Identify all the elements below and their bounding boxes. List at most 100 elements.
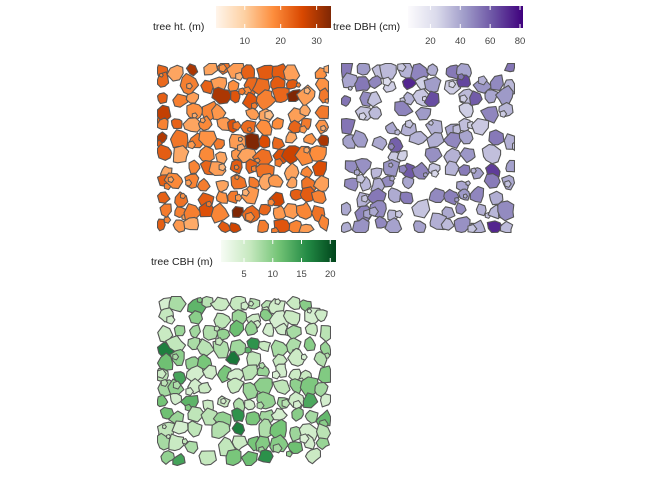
tree-crown-fragment bbox=[358, 112, 367, 121]
tree-crown bbox=[443, 131, 462, 149]
tree-crown-fragment bbox=[242, 188, 250, 197]
colorbar-tick-label: 30 bbox=[311, 36, 322, 47]
tree-crown-fragment bbox=[205, 200, 213, 208]
tree-crown bbox=[314, 309, 328, 323]
tree-crown-fragment bbox=[220, 397, 227, 405]
tree-crown bbox=[396, 150, 408, 162]
tree-crown bbox=[198, 381, 212, 394]
tree-crown-fragment bbox=[180, 192, 187, 200]
tree-crown-fragment bbox=[299, 125, 308, 134]
tree-crown-fragment bbox=[303, 86, 312, 95]
tree-crown bbox=[231, 205, 245, 219]
tree-crown-fragment bbox=[185, 179, 193, 187]
colorbar-svg bbox=[221, 240, 336, 262]
tree-crown bbox=[379, 63, 397, 80]
tree-crown bbox=[315, 437, 330, 450]
tree-crown-fragment bbox=[172, 380, 182, 390]
tree-crown bbox=[488, 129, 505, 146]
tree-crown bbox=[228, 222, 242, 233]
tree-crown bbox=[299, 104, 312, 117]
tree-crown bbox=[387, 187, 402, 204]
tree-crown bbox=[428, 187, 447, 203]
tree-crown bbox=[341, 95, 352, 107]
tree-crown-fragment bbox=[196, 296, 204, 304]
tree-crown bbox=[458, 102, 474, 119]
tree-crown bbox=[457, 164, 471, 176]
tree-crown bbox=[215, 190, 229, 204]
tree-crown bbox=[367, 75, 383, 90]
tree-crown bbox=[241, 364, 259, 381]
tree-crown bbox=[486, 220, 504, 233]
tree-crown bbox=[166, 64, 184, 82]
tree-crown bbox=[483, 173, 501, 189]
tree-crown bbox=[187, 406, 206, 423]
tree-crown bbox=[312, 174, 329, 193]
tree-crown bbox=[408, 130, 429, 146]
tree-crown bbox=[258, 418, 274, 439]
tree-crown bbox=[341, 201, 352, 216]
tree-crown-fragment bbox=[369, 206, 380, 217]
tree-crown bbox=[172, 453, 186, 466]
tree-crown-fragment bbox=[274, 158, 284, 168]
tree-crown bbox=[187, 420, 203, 438]
tree-crown-fragment bbox=[395, 209, 404, 219]
tree-crown bbox=[248, 176, 261, 190]
tree-crown bbox=[185, 63, 199, 77]
colorbar-tick-label: 20 bbox=[275, 36, 286, 47]
tree-crown-fragment bbox=[166, 433, 172, 440]
tree-crown bbox=[481, 143, 502, 165]
colorbar-tick-label: 10 bbox=[267, 269, 279, 280]
colorbar-tick-label: 20 bbox=[324, 269, 336, 280]
colorbar-tick-label: 60 bbox=[484, 36, 496, 47]
tree-crown bbox=[243, 399, 256, 411]
tree-crown-fragment bbox=[320, 124, 327, 132]
tree-crown-fragment bbox=[431, 169, 440, 178]
tree-crown-fragment bbox=[394, 128, 402, 136]
tree-crown bbox=[170, 118, 183, 130]
tree-crown-fragment bbox=[499, 110, 508, 118]
legend-title: tree DBH (cm) bbox=[333, 21, 401, 33]
tree-crown-fragment bbox=[405, 119, 414, 129]
tree-crown-fragment bbox=[470, 167, 477, 174]
colorbar-gradient bbox=[221, 240, 336, 262]
tree-crown bbox=[285, 131, 298, 144]
tree-crown bbox=[443, 188, 460, 206]
tree-crown bbox=[287, 441, 304, 455]
tree-crown bbox=[231, 435, 249, 452]
tree-crown-fragment bbox=[388, 142, 396, 151]
tree-crown-fragment bbox=[248, 300, 255, 307]
tree-crown bbox=[412, 220, 427, 233]
tree-crown bbox=[246, 337, 262, 351]
tree-crown bbox=[291, 406, 304, 422]
tree-crown-fragment bbox=[157, 368, 167, 379]
tree-crown-fragment bbox=[182, 438, 189, 445]
tree-crown-fragment bbox=[267, 198, 276, 207]
tree-crown bbox=[319, 393, 331, 408]
tree-crown bbox=[255, 119, 273, 136]
tree-crown-fragment bbox=[423, 172, 429, 178]
tree-crown-fragment bbox=[303, 146, 311, 154]
tree-crown bbox=[274, 322, 288, 336]
tree-crown bbox=[504, 63, 515, 73]
tree-crown bbox=[168, 433, 185, 452]
tree-crown bbox=[394, 100, 414, 117]
tree-crown-fragment bbox=[348, 85, 354, 91]
tree-crown bbox=[196, 338, 215, 357]
tree-crown-fragment bbox=[159, 72, 164, 78]
tree-crown-fragment bbox=[218, 63, 228, 73]
tree-crown bbox=[172, 371, 187, 386]
tree-crown-fragment bbox=[382, 76, 393, 87]
tree-crown bbox=[157, 144, 173, 161]
tree-crown-fragment bbox=[271, 226, 280, 233]
colorbar-tick-label: 40 bbox=[454, 36, 466, 47]
tree-crown-fragment bbox=[504, 180, 512, 188]
tree-crown-fragment bbox=[388, 162, 394, 168]
tree-crown-fragment bbox=[238, 136, 244, 143]
tree-crown bbox=[188, 310, 204, 325]
tree-crown bbox=[371, 135, 388, 151]
tree-crown bbox=[157, 352, 174, 372]
tree-crown bbox=[285, 296, 301, 311]
colorbar bbox=[408, 6, 523, 28]
tree-crown bbox=[270, 339, 290, 357]
tree-crown bbox=[287, 119, 303, 134]
